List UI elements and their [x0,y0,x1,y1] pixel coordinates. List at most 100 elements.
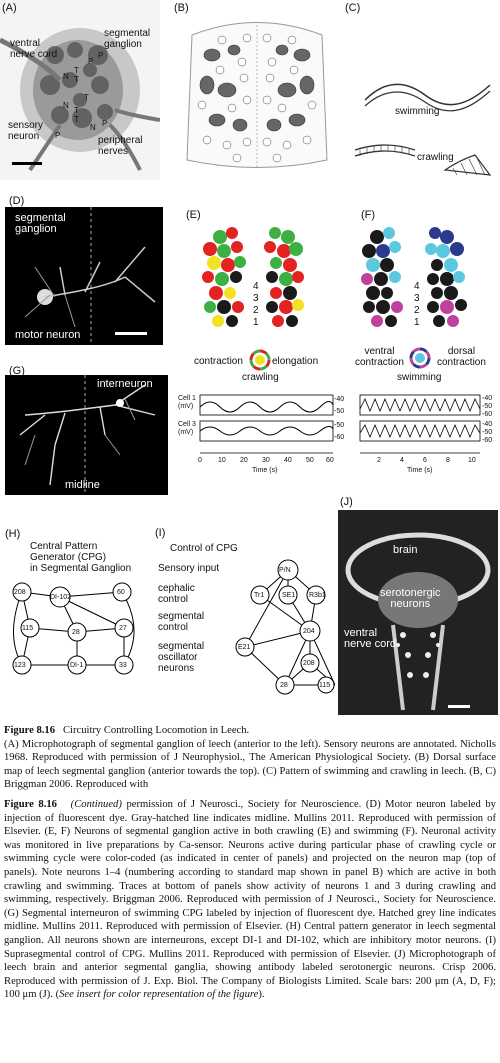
node-label: R3b1 [309,592,326,599]
panel-d: (D) segmental ganglion motor neuron [5,195,163,345]
dorsal-contraction-label: dorsal contraction [437,346,486,368]
panel-a-letter: (A) [2,2,17,14]
cell-mark: T [74,66,79,75]
cell3-axis-label: Cell 3 (mV) [178,421,196,436]
neuron-number: 4 [253,281,259,292]
control-title: Control of CPG [170,543,238,554]
x-tick: 6 [423,457,427,464]
node-label: 208 [303,660,315,667]
swimming-label: swimming [395,106,440,117]
x-tick: 50 [306,457,314,464]
neuron-number: 2 [253,305,259,316]
cell-mark: P [98,51,104,60]
x-tick: 40 [284,457,292,464]
cell-mark: N [63,101,69,110]
continued-label: (Continued) [70,798,122,810]
x-tick: 0 [198,457,202,464]
ventral-nerve-cord-label: ventral nerve cord [10,38,58,60]
panel-j: (J) brain serotonergic neurons ventral n… [338,496,498,715]
y-tick: -50 [482,403,493,410]
node-label: SE1 [282,592,296,599]
panel-c: (C) swimming crawling [345,0,500,180]
caption-text-1: (A) Microphotograph of segmental ganglio… [4,738,496,791]
panel-c-letter: (C) [345,2,361,14]
interneuron-label: interneuron [97,378,153,390]
figure-caption: Figure 8.16 Circuitry Controlling Locomo… [4,724,496,1006]
cpg-control-diagram [235,559,335,695]
neuron-number: 3 [253,293,259,304]
x-tick: 20 [240,457,248,464]
panel-a-micrograph [0,0,160,180]
panel-b: (B) [172,0,342,180]
cell-mark: N [90,123,96,132]
neuron-number: 2 [414,305,420,316]
cpg-diagram [12,582,135,675]
y-tick: -40 [482,395,493,402]
y-tick: -50 [334,422,345,429]
cell-mark: T [74,115,79,124]
panel-a: (A) ventral nerve cord segmental ganglio… [0,0,160,180]
caption-part-1: Figure 8.16 Circuitry Controlling Locomo… [4,724,496,792]
cephalic-control-label: cephalic control [158,583,195,605]
brain-label: brain [393,544,418,556]
cell-mark: N [63,72,69,81]
x-tick: 30 [262,457,270,464]
x-tick: 60 [326,457,334,464]
cell-mark: T [74,106,79,115]
caption-text-2: permission of J Neurosci., Society for N… [4,798,496,1001]
y-tick: -60 [334,434,345,441]
sensory-neuron-label: sensory neuron [8,120,44,142]
y-tick: -40 [482,421,493,428]
node-label: 33 [119,662,127,669]
neuron-number: 4 [414,281,420,292]
y-tick: -60 [482,437,493,444]
neuron-number: 1 [414,317,420,328]
panel-i-letter: (I) [155,527,166,539]
crawling-label: crawling [417,152,454,163]
node-label: 123 [14,662,26,669]
node-label: E21 [238,644,251,651]
caption-end: ). [258,989,265,1001]
node-label: P/N [279,567,291,574]
panel-g-letter: (G) [9,365,25,377]
panel-e: (E) 4 3 2 1 contraction elongation crawl… [180,207,345,387]
panel-j-letter: (J) [340,496,353,508]
panel-d-letter: (D) [9,195,25,207]
traces-crawling: Cell 1 (mV) Cell 3 (mV) -40 -50 -50 -60 … [178,393,344,475]
cell-mark: P [55,131,61,140]
motor-neuron-image [24,207,156,345]
node-label: 28 [72,629,80,636]
time-axis-label: Time (s) [407,467,433,474]
motor-neuron-label: motor neuron [15,329,81,341]
node-label: 115 [319,682,331,689]
x-tick: 4 [400,457,404,464]
crawling-neuron-map [202,227,304,371]
x-tick: 10 [218,457,226,464]
figure-number: Figure 8.16 [4,798,57,810]
ganglion-map [186,22,328,168]
panel-h-letter: (H) [5,528,21,540]
cell-mark: P [102,119,108,128]
node-label: 115 [22,625,34,632]
swimming-traces [359,394,481,454]
swimming-neuron-map [361,227,467,369]
midline-label: midline [65,479,100,491]
contraction-label: contraction [194,356,243,367]
ventral-contraction-label: ventral contraction [355,346,404,368]
segmental-control-label: segmental control [158,611,205,633]
locomotion-drawings [354,83,492,176]
interneuron-image [19,375,156,495]
crawling-traces [199,394,334,454]
cell1-axis-label: Cell 1 (mV) [178,395,196,410]
elongation-label: elongation [272,356,319,367]
node-label: 208 [14,589,26,596]
crawling-title: crawling [242,372,279,383]
panel-f-letter: (F) [361,209,376,221]
node-label: Tr1 [254,592,265,599]
neuron-number: 1 [253,317,259,328]
peripheral-nerves-label: peripheral nerves [98,135,143,157]
serotonergic-neurons-label: serotonergic neurons [380,587,441,610]
x-tick: 2 [377,457,381,464]
node-label: 60 [117,589,125,596]
figure-number: Figure 8.16 [4,725,56,736]
